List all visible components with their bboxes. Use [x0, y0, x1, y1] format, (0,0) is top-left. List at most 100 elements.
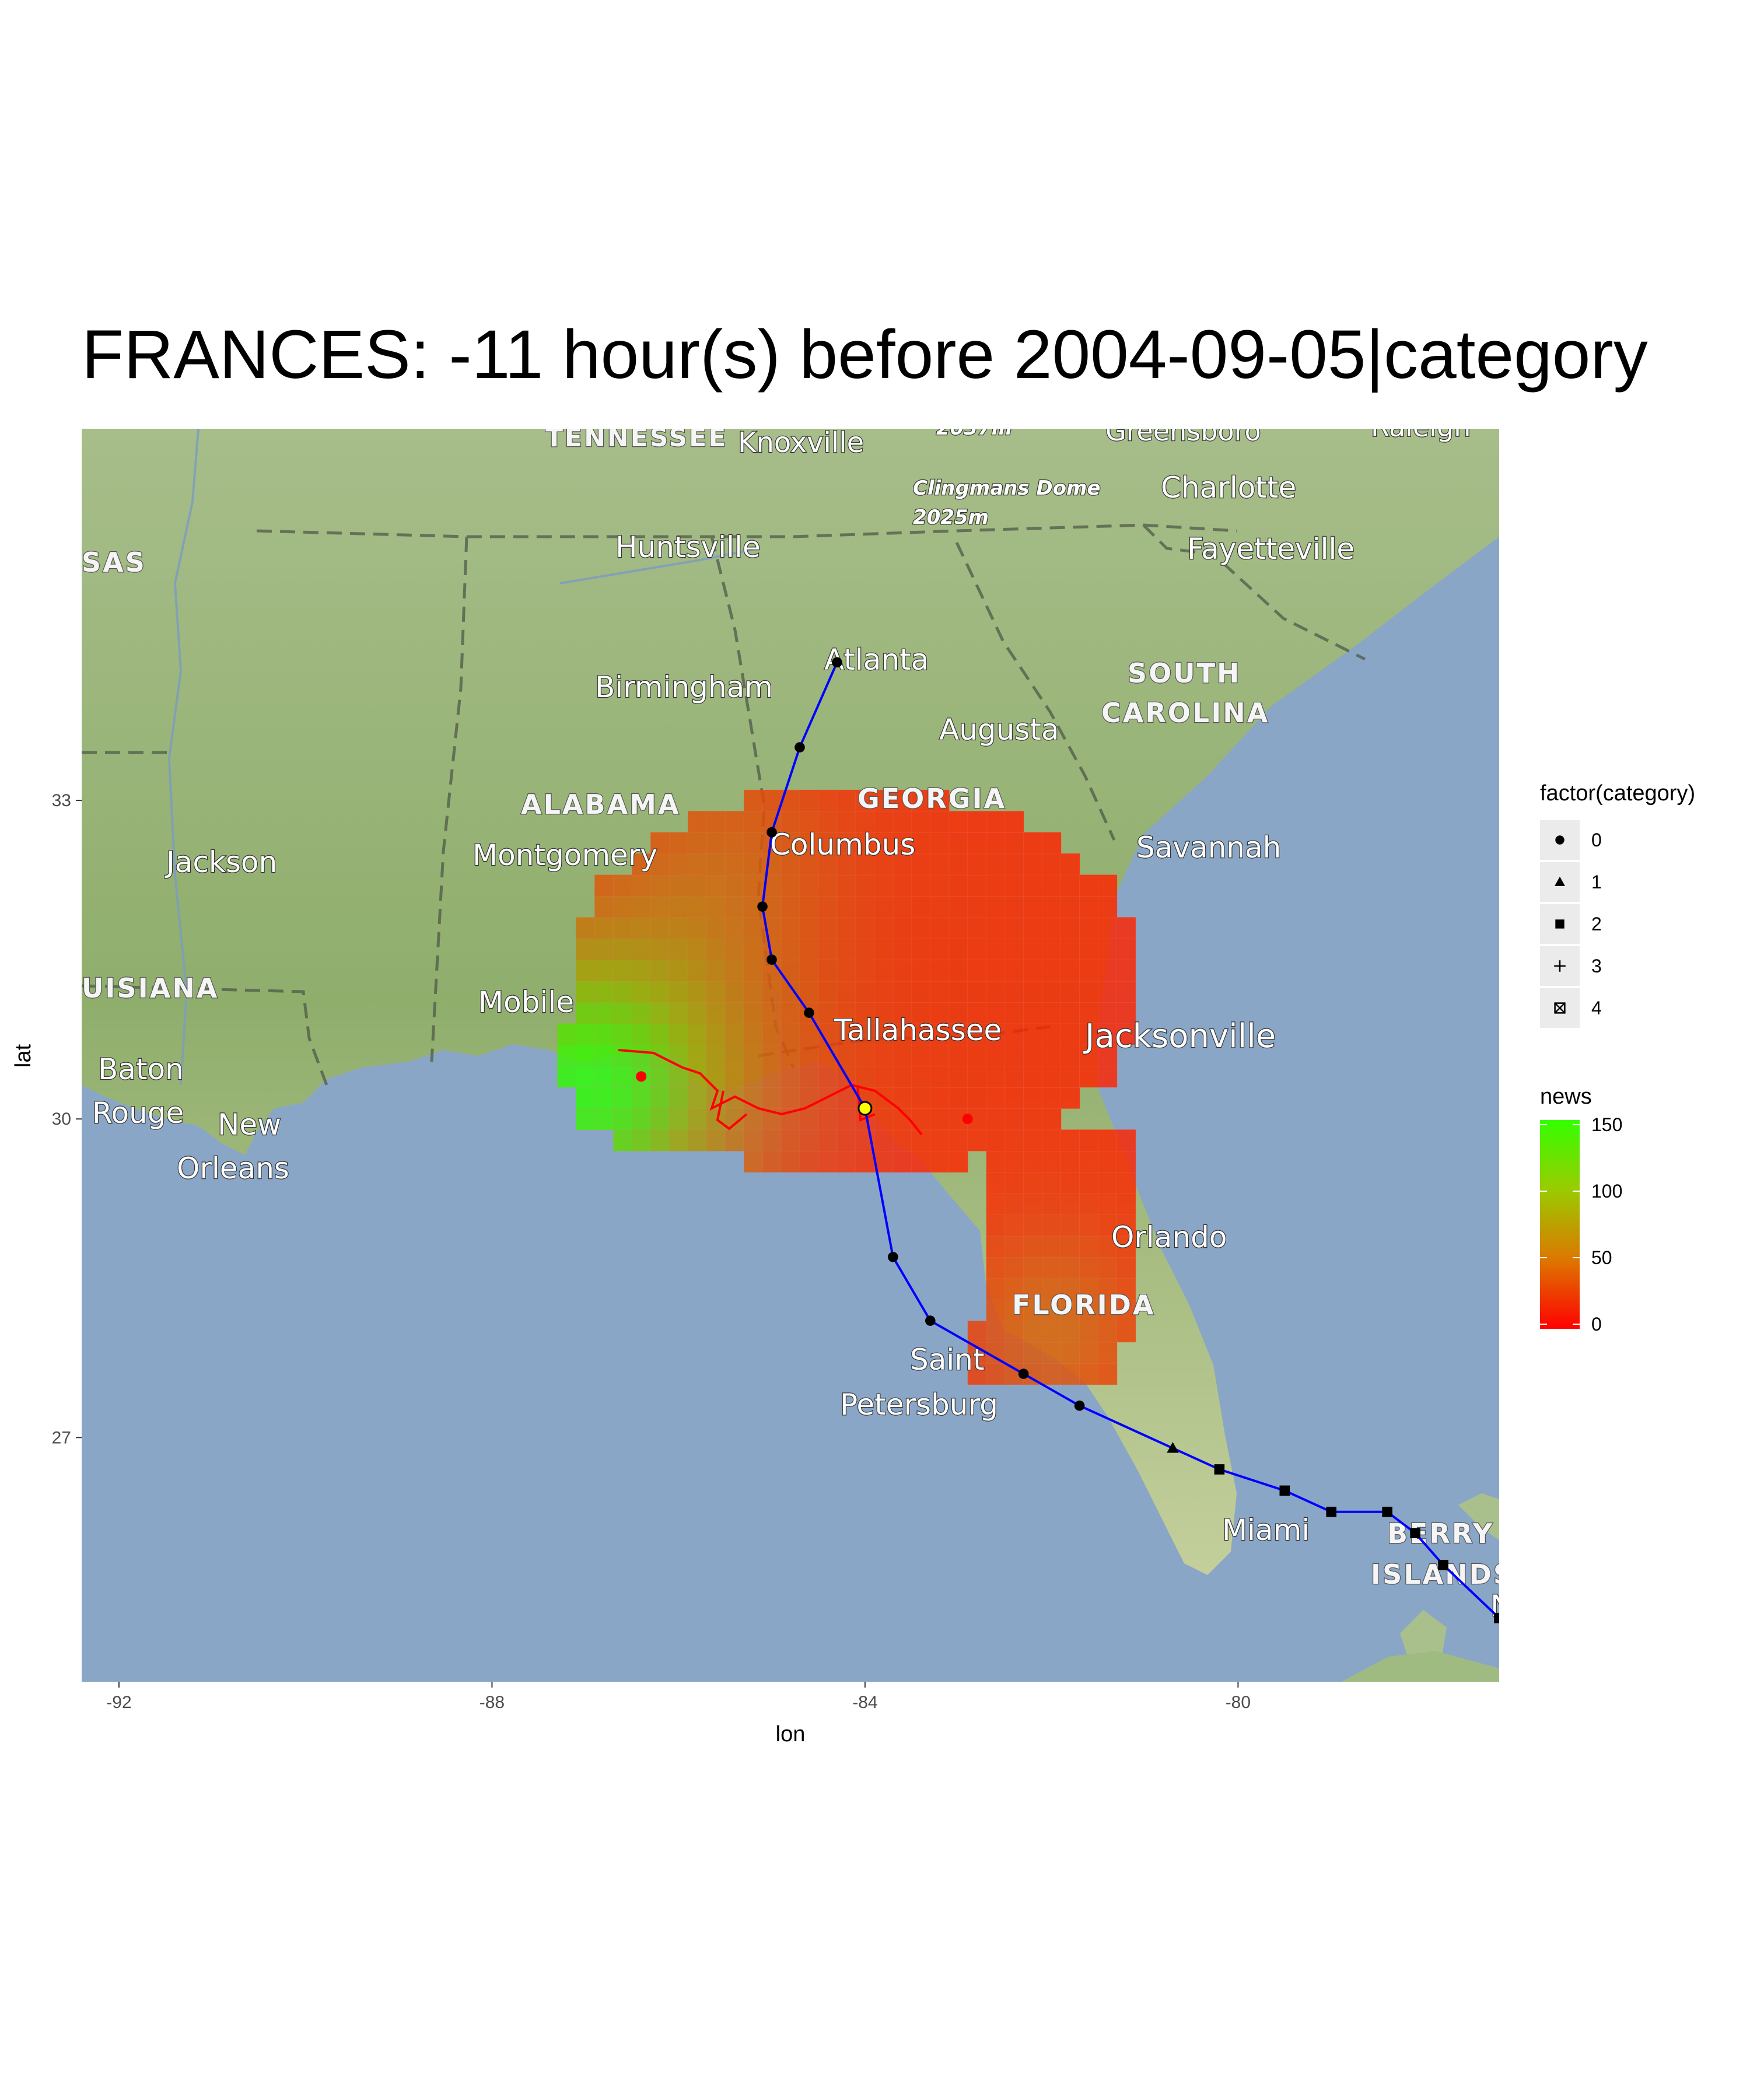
y-tick-label: 30 [52, 1110, 71, 1129]
label-orlando: Orlando [1111, 1220, 1227, 1254]
land-cuba [1342, 1651, 1499, 1682]
y-tick-label: 33 [52, 791, 71, 810]
label-augusta: Augusta [939, 713, 1059, 747]
heat-cell [780, 1065, 800, 1088]
heat-cell [874, 1044, 894, 1067]
label-mobile: Mobile [478, 985, 574, 1019]
heat-cell [949, 1002, 968, 1024]
heat-cell [1005, 959, 1024, 982]
heat-cell [1060, 1065, 1080, 1088]
heat-cell [650, 1108, 670, 1130]
heat-cell [1023, 1108, 1043, 1130]
heat-cell [930, 1129, 950, 1152]
heat-cell [762, 1023, 782, 1045]
heat-cell [594, 1087, 614, 1110]
label-saint: Saint [910, 1343, 985, 1377]
heat-cell [1023, 874, 1043, 897]
heat-cell [594, 938, 614, 961]
heat-cell [986, 1044, 1006, 1067]
heat-cell [1005, 1193, 1024, 1216]
heat-cell [836, 1129, 856, 1152]
axes: -92 -88 -84 -80 27 30 33 [52, 791, 1251, 1712]
heat-cell [780, 1023, 800, 1045]
heat-cell [594, 1065, 614, 1088]
heat-cell [949, 1087, 968, 1110]
x-tick-label: -88 [480, 1693, 505, 1712]
heat-cell [706, 874, 726, 897]
heat-cell [1098, 1342, 1118, 1364]
heat-cell [1005, 1236, 1024, 1258]
heat-cell [799, 1044, 819, 1067]
legend-category-title: factor(category) [1540, 781, 1695, 806]
label-knoxville: Knoxville [738, 426, 864, 459]
heat-cell [687, 874, 708, 897]
heat-cell [1079, 916, 1099, 939]
heat-cell [687, 938, 708, 961]
heat-cell [1060, 1171, 1080, 1194]
track-point [1018, 1368, 1029, 1379]
heat-cell [724, 938, 745, 961]
heat-cell [687, 1087, 708, 1110]
heat-cell [1005, 1214, 1024, 1237]
heat-cell [1042, 1129, 1062, 1152]
heat-cell [650, 916, 670, 939]
heat-cell [1042, 1278, 1062, 1300]
heat-cell [1060, 1299, 1080, 1322]
heat-cell [780, 1002, 800, 1024]
heat-cell [1060, 874, 1080, 897]
heat-cell [724, 959, 745, 982]
track-point [794, 742, 805, 752]
heat-cell [855, 874, 875, 897]
heat-cell [986, 1171, 1006, 1194]
heat-cell [706, 938, 726, 961]
heat-cell [780, 1129, 800, 1152]
heat-cell [986, 1150, 1006, 1173]
heat-cell [668, 853, 689, 876]
heat-cell [892, 789, 912, 812]
heat-cell [556, 1023, 577, 1045]
heat-cell [799, 1150, 819, 1173]
heat-cell [855, 1150, 875, 1173]
heat-cell [575, 1087, 596, 1110]
heat-cell [930, 959, 950, 982]
heat-cell [1116, 1278, 1136, 1300]
heat-cell [1060, 916, 1080, 939]
label-savannah: Savannah [1136, 831, 1281, 864]
label-jacksonville: Jacksonville [1083, 1017, 1276, 1055]
heat-cell [762, 1150, 782, 1173]
heat-cell [911, 853, 931, 876]
heat-cell [650, 938, 670, 961]
label-sas: SAS [82, 547, 146, 578]
heat-cell [556, 1065, 577, 1088]
label-jackson: Jackson [164, 845, 277, 879]
heat-cell [967, 874, 987, 897]
heat-cell [1042, 1342, 1062, 1364]
heat-cell [743, 981, 764, 1003]
heat-cell [743, 938, 764, 961]
heat-cell [743, 1150, 764, 1173]
heat-cell [706, 853, 726, 876]
heat-cell [1116, 959, 1136, 982]
heat-cell [836, 981, 856, 1003]
heat-cell [986, 1108, 1006, 1130]
label-baton: Baton [98, 1052, 184, 1086]
heat-cell [1042, 1171, 1062, 1194]
heat-cell [967, 853, 987, 876]
heat-cell [911, 874, 931, 897]
heat-cell [724, 810, 745, 833]
heat-cell [1023, 1193, 1043, 1216]
heat-cell [612, 895, 633, 918]
track-point [1167, 1441, 1179, 1453]
heat-cell [967, 1087, 987, 1110]
heat-cell [799, 832, 819, 855]
legend-key-shape [1554, 960, 1566, 972]
heat-cell [1042, 1065, 1062, 1088]
heat-cell [612, 938, 633, 961]
heat-cell [911, 1044, 931, 1067]
heat-cell [967, 1320, 987, 1343]
heat-cell [1005, 1044, 1024, 1067]
heat-cell [855, 895, 875, 918]
news-heat-grid [556, 789, 1136, 1385]
heat-cell [668, 1023, 689, 1045]
heat-cell [1005, 1150, 1024, 1173]
